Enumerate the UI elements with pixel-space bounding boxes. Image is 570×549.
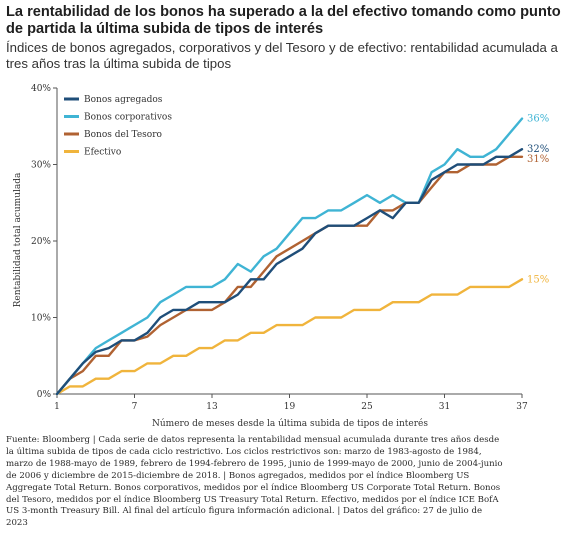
legend-item-label: Bonos corporativos	[84, 113, 172, 123]
legend-item-label: Efectivo	[84, 148, 121, 158]
chart-footnote: Fuente: Bloomberg | Cada serie de datos …	[6, 435, 503, 529]
y-tick-label: 40%	[31, 84, 51, 94]
y-axis-title: Rentabilidad total acumulada	[13, 172, 23, 307]
legend-item-label: Bonos agregados	[84, 95, 163, 105]
x-tick-label: 1	[54, 402, 60, 412]
y-tick-label: 20%	[31, 237, 51, 247]
x-tick-label: 25	[361, 402, 373, 412]
chart-subtitle: Índices de bonos agregados, corporativos…	[6, 40, 558, 71]
chart-legend: Bonos agregados Bonos corporativos Bonos d…	[64, 95, 172, 158]
series-end-labels: 32% 36% 31% 15%	[527, 114, 549, 286]
chart-axes: 0% 10% 20% 30% 40% 1 7 13 19 25 31 37	[31, 84, 528, 412]
chart-series-lines	[55, 117, 524, 396]
x-tick-label: 19	[284, 402, 296, 412]
end-label-bonos-corporativos: 36%	[527, 114, 549, 125]
end-label-bonos-agregados: 32%	[527, 144, 549, 155]
x-tick-label: 37	[516, 402, 528, 412]
y-tick-label: 10%	[31, 314, 51, 324]
y-tick-label: 0%	[37, 390, 52, 400]
series-line-efectivo	[55, 278, 524, 396]
x-tick-label: 13	[206, 402, 218, 412]
series-line-bonos-agregados	[55, 147, 524, 396]
end-label-bonos-del-tesoro: 31%	[527, 154, 549, 165]
x-tick-label: 7	[132, 402, 138, 412]
series-line-bonos-corporativos	[55, 117, 524, 396]
legend-item-label: Bonos del Tesoro	[84, 130, 162, 140]
line-chart: 0%10%20%30%40%1 7 13 19 25 31 37 32%36%31%15% …	[13, 84, 549, 429]
y-tick-label: 30%	[31, 161, 51, 171]
x-tick-label: 31	[439, 402, 450, 412]
series-line-bonos-del-tesoro	[55, 155, 524, 396]
end-label-efectivo: 15%	[527, 274, 549, 285]
chart-title: La rentabilidad de los bonos ha superado…	[6, 4, 561, 37]
x-axis-title: Número de meses desde la última subida d…	[152, 418, 428, 429]
